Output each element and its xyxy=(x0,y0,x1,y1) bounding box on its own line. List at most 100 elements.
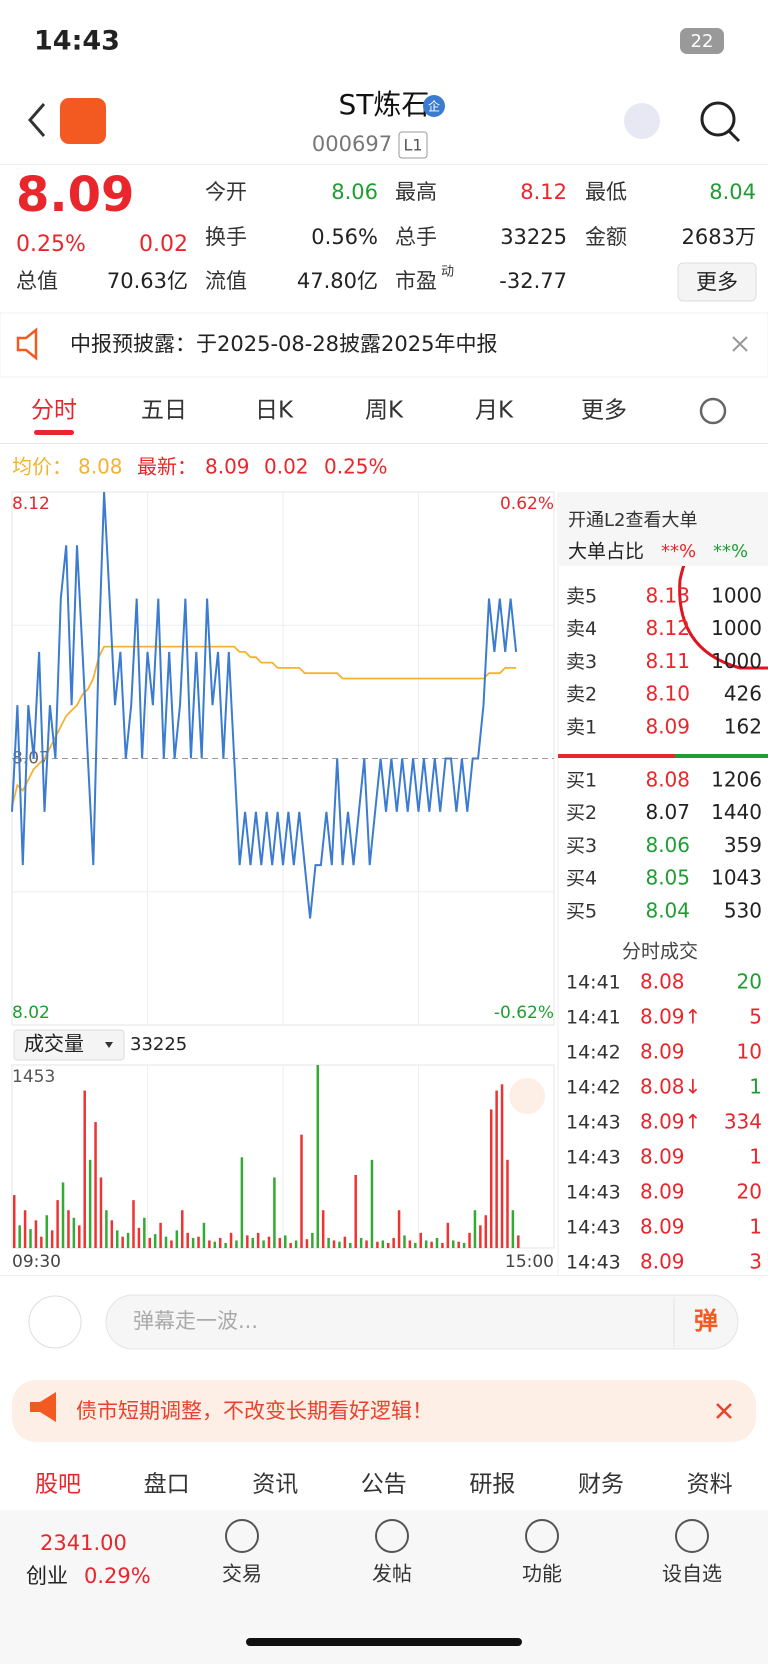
book-price: 8.11 xyxy=(645,649,690,673)
book-price: 8.09 xyxy=(645,714,690,738)
volume-bar xyxy=(13,1195,16,1248)
volume-bar xyxy=(397,1210,401,1248)
volume-bar xyxy=(94,1122,97,1248)
trade-price: 8.09 xyxy=(640,1215,685,1239)
volume-bar xyxy=(137,1227,141,1248)
banner-bg xyxy=(12,1380,756,1442)
nav-label: 功能 xyxy=(522,1562,562,1586)
volume-bar xyxy=(18,1225,21,1248)
volume-bar xyxy=(262,1240,265,1248)
field-label: 流值 xyxy=(205,269,247,293)
settings-icon[interactable] xyxy=(699,397,727,425)
info-avg: 8.08 xyxy=(78,455,123,479)
volume-bar xyxy=(83,1090,86,1248)
robot-icon[interactable] xyxy=(624,103,660,139)
trade-volume: 3 xyxy=(749,1250,762,1274)
volume-bar xyxy=(446,1222,450,1248)
badge: 企 xyxy=(428,99,440,114)
volume-bar xyxy=(381,1240,385,1248)
home-indicator xyxy=(246,1638,522,1646)
book-volume: 426 xyxy=(724,682,762,706)
volume-bar xyxy=(110,1220,114,1248)
volume-bar xyxy=(273,1177,276,1248)
volume-max: 1453 xyxy=(12,1067,55,1087)
trade-volume: 20 xyxy=(737,1180,762,1204)
price-line xyxy=(11,491,518,919)
volume-bar xyxy=(235,1240,238,1248)
nav-icon[interactable] xyxy=(375,1519,409,1553)
nav-label: 设自选 xyxy=(662,1562,722,1586)
volume-bar xyxy=(126,1232,130,1248)
tab: 周K xyxy=(365,398,404,424)
volume-bar xyxy=(484,1215,488,1248)
volume-bar xyxy=(213,1241,217,1248)
trade-volume: 20 xyxy=(737,970,762,994)
more-button[interactable] xyxy=(677,262,757,302)
nav-label: 发帖 xyxy=(372,1562,412,1586)
nav-icon[interactable] xyxy=(525,1519,559,1553)
nav-icon[interactable] xyxy=(675,1519,709,1553)
trade-volume: 334 xyxy=(724,1110,762,1134)
volume-bar xyxy=(218,1237,222,1248)
volume-bar xyxy=(403,1235,406,1248)
expand-button[interactable] xyxy=(509,1078,545,1114)
volume-bar xyxy=(359,1237,363,1248)
nav-icon[interactable] xyxy=(225,1519,259,1553)
trade-time: 14:41 xyxy=(566,972,621,994)
trade-time: 14:43 xyxy=(566,1217,621,1239)
book-volume: 530 xyxy=(724,898,762,922)
ratio-bar-green xyxy=(675,754,768,758)
x-start: 09:30 xyxy=(12,1252,61,1272)
trade-price: 8.08 xyxy=(640,970,685,994)
volume-bar xyxy=(441,1242,444,1248)
volume-bar xyxy=(175,1230,179,1248)
trade-price: 8.09 xyxy=(640,1145,685,1169)
divider xyxy=(0,164,768,165)
trades-title: 分时成交 xyxy=(622,941,698,963)
volume-bar xyxy=(457,1241,460,1248)
book-volume: 1440 xyxy=(711,800,762,824)
volume-bar xyxy=(473,1210,477,1248)
stock-code: 000697 xyxy=(312,132,392,156)
notice-close[interactable] xyxy=(732,336,748,352)
bottom-tab: 资讯 xyxy=(252,1472,298,1498)
l2-panel xyxy=(558,492,768,566)
field-value: 33225 xyxy=(500,225,567,249)
volume-bar xyxy=(115,1230,119,1248)
volume-select[interactable] xyxy=(13,1029,125,1061)
avg-line xyxy=(11,645,517,807)
volume-bar xyxy=(99,1177,103,1248)
volume-bar xyxy=(479,1225,482,1248)
change: 0.02 xyxy=(139,232,188,257)
volume-bar xyxy=(300,1134,303,1248)
volume-bar xyxy=(424,1240,428,1248)
tab: 更多 xyxy=(581,398,627,424)
book-price: 8.13 xyxy=(645,584,690,608)
volume-bar xyxy=(430,1241,433,1248)
level: L1 xyxy=(403,136,422,155)
bottom-tab: 研报 xyxy=(469,1472,515,1498)
volume-bar xyxy=(191,1237,195,1248)
index-name: 创业 xyxy=(26,1564,68,1588)
badge-bg xyxy=(423,95,445,117)
danmaku-icon[interactable] xyxy=(28,1295,82,1349)
ratio-label: 大单占比 xyxy=(568,541,644,563)
info-last: 8.09 xyxy=(205,455,250,479)
book-volume: 359 xyxy=(724,833,762,857)
book-price: 8.05 xyxy=(645,866,690,890)
volume-bar xyxy=(386,1242,390,1248)
back-icon[interactable] xyxy=(28,103,46,137)
danmaku-input[interactable] xyxy=(105,1294,739,1350)
volume-bar xyxy=(224,1242,227,1248)
banner-close[interactable] xyxy=(716,1403,732,1419)
info-change-pct: 0.25% xyxy=(324,455,388,479)
notice-text: 中报预披露：于2025-08-28披露2025年中报 xyxy=(70,332,497,356)
field-label: 总值 xyxy=(16,269,58,293)
book-label: 卖1 xyxy=(566,716,597,738)
search-icon[interactable] xyxy=(700,101,736,137)
volume-bar xyxy=(468,1232,471,1248)
book-volume: 162 xyxy=(724,714,762,738)
status-time: 14:43 xyxy=(34,26,120,57)
volume-bar xyxy=(208,1240,211,1248)
tab: 月K xyxy=(475,398,514,424)
